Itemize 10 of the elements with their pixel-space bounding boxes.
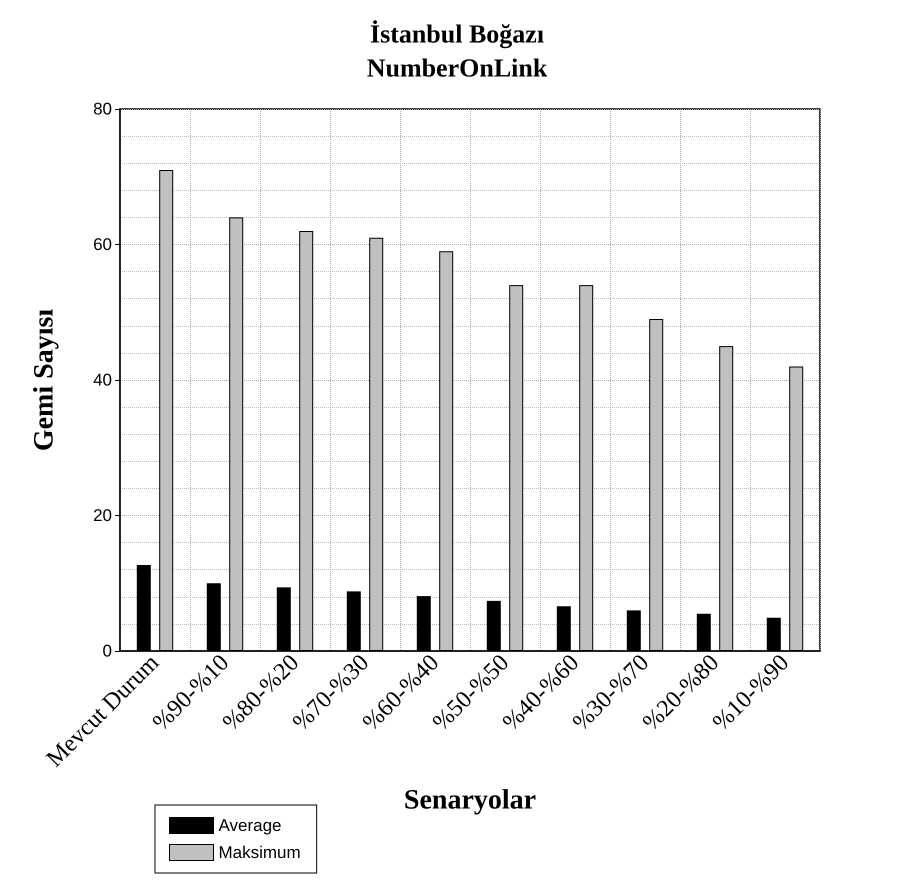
y-tick-label: 40	[93, 370, 112, 390]
y-tick-label: 0	[102, 642, 112, 660]
y-axis-title: Gemi Sayısı	[28, 308, 60, 452]
y-tick-label: 60	[93, 235, 112, 254]
y-tick-label: 80	[93, 100, 112, 118]
y-tick-label: 20	[93, 506, 112, 525]
x-axis-title: Senaryolar	[404, 784, 536, 816]
legend-label: Average	[218, 816, 282, 835]
legend-label: Maksimum	[218, 843, 301, 862]
chart-title: İstanbul Boğazı NumberOnLink	[366, 20, 548, 82]
